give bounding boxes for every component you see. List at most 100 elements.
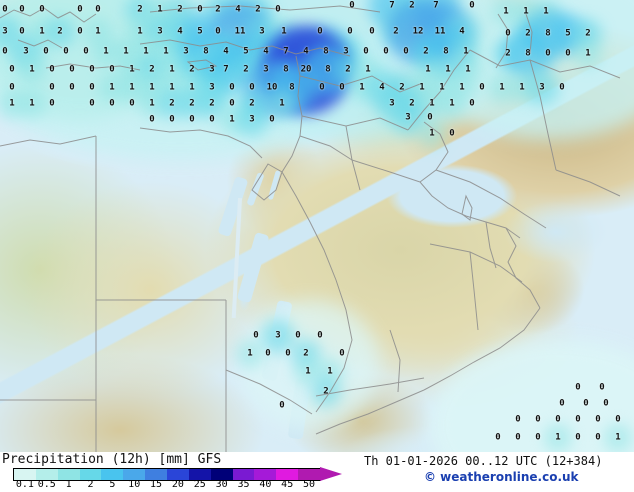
precip-value: 2 xyxy=(409,0,415,11)
scale-tick-45: 45 xyxy=(281,479,294,490)
precip-cell xyxy=(503,29,553,79)
precip-value: 1 xyxy=(229,114,235,125)
precip-value: 3 xyxy=(23,46,29,57)
precip-value: 0 xyxy=(317,330,323,341)
precip-value: 0 xyxy=(43,46,49,57)
precip-value: 2 xyxy=(149,64,155,75)
precip-value: 3 xyxy=(539,82,545,93)
scale-swatch-0.5 xyxy=(35,469,58,480)
precip-value: 1 xyxy=(123,46,129,57)
precip-value: 0 xyxy=(63,46,69,57)
precip-value: 0 xyxy=(95,4,101,15)
precip-value: 0 xyxy=(83,46,89,57)
precip-value: 0 xyxy=(515,432,521,443)
scale-tick-2: 2 xyxy=(87,479,94,490)
scale-swatch-30 xyxy=(210,469,233,480)
precip-value: 1 xyxy=(109,82,115,93)
precip-value: 4 xyxy=(379,82,385,93)
precip-value: 1 xyxy=(585,48,591,59)
precip-value: 1 xyxy=(449,98,455,109)
precip-value: 1 xyxy=(29,98,35,109)
precip-value: 1 xyxy=(129,82,135,93)
precip-value: 0 xyxy=(595,414,601,425)
precip-value: 7 xyxy=(223,64,229,75)
precip-value: 0 xyxy=(275,4,281,15)
precip-cell xyxy=(525,71,559,105)
precip-value: 8 xyxy=(525,48,531,59)
precip-value: 3 xyxy=(209,82,215,93)
precip-value: 0 xyxy=(279,400,285,411)
precip-value: 1 xyxy=(281,26,287,37)
forecast-timestamp: Th 01-01-2026 00..12 UTC (12+384) xyxy=(364,454,603,468)
precip-cell xyxy=(604,424,632,452)
precip-value: 0 xyxy=(555,414,561,425)
scale-tick-0.1: 0.1 xyxy=(15,479,34,490)
precip-value: 2 xyxy=(215,4,221,15)
precip-value: 2 xyxy=(249,98,255,109)
precip-value: 0 xyxy=(363,46,369,57)
precip-value: 2 xyxy=(399,82,405,93)
precip-value: 1 xyxy=(499,82,505,93)
precip-value: 1 xyxy=(555,432,561,443)
precip-value: 3 xyxy=(275,330,281,341)
precip-value: 0 xyxy=(2,46,8,57)
precip-value: 8 xyxy=(443,46,449,57)
precip-value: 0 xyxy=(229,98,235,109)
precip-value: 3 xyxy=(389,98,395,109)
precip-value: 0 xyxy=(495,432,501,443)
precip-value: 1 xyxy=(365,64,371,75)
scale-swatch-45 xyxy=(276,469,299,480)
precip-value: 8 xyxy=(325,64,331,75)
precip-value: 3 xyxy=(343,46,349,57)
legend-bar: Precipitation (12h) [mm] GFS 0.1 0.5 1 2 5 10… xyxy=(0,452,634,490)
precip-value: 0 xyxy=(505,28,511,39)
precip-value: 1 xyxy=(523,6,529,17)
scale-swatch-5 xyxy=(101,469,124,480)
country-borders-layer xyxy=(0,5,621,452)
precip-value: 1 xyxy=(445,64,451,75)
precip-value: 0 xyxy=(109,64,115,75)
precip-value: 3 xyxy=(263,64,269,75)
precip-value: 1 xyxy=(137,26,143,37)
precip-value: 0 xyxy=(129,98,135,109)
scale-swatch-25 xyxy=(188,469,211,480)
precip-cell xyxy=(261,319,295,353)
precip-value: 0 xyxy=(249,82,255,93)
precip-value: 0 xyxy=(583,398,589,409)
precip-cell xyxy=(574,40,602,68)
precip-value: 0 xyxy=(603,398,609,409)
precip-value: 2 xyxy=(57,26,63,37)
precip-value: 0 xyxy=(89,82,95,93)
precip-value: 1 xyxy=(429,128,435,139)
precip-value: 7 xyxy=(433,0,439,11)
precip-value: 1 xyxy=(439,82,445,93)
precip-value: 1 xyxy=(425,64,431,75)
map-canvas[interactable]: 0 0 0 0 0 2 1 2 0 2 4 2 0 0 7 2 7 0 1 1 1 3 0 1 2 0 1 1 3 4 5 0 11 3 1 0 0 0 2… xyxy=(0,0,634,452)
precip-value: 0 xyxy=(535,414,541,425)
scale-swatch-35 xyxy=(232,469,255,480)
precip-value: 1 xyxy=(463,46,469,57)
precip-value: 8 xyxy=(289,82,295,93)
precip-value: 1 xyxy=(543,6,549,17)
precip-value: 0 xyxy=(215,26,221,37)
precip-value: 0 xyxy=(197,4,203,15)
precip-value: 4 xyxy=(223,46,229,57)
precip-value: 1 xyxy=(419,82,425,93)
precip-value: 0 xyxy=(319,82,325,93)
precip-value: 4 xyxy=(263,46,269,57)
precip-value: 1 xyxy=(327,366,333,377)
precip-value: 0 xyxy=(269,114,275,125)
precip-value: 0 xyxy=(109,98,115,109)
precip-value: 0 xyxy=(19,4,25,15)
scale-tick-0.5: 0.5 xyxy=(37,479,56,490)
precip-value: 0 xyxy=(615,414,621,425)
precip-value: 0 xyxy=(77,26,83,37)
precip-value: 12 xyxy=(412,26,424,37)
precip-cell xyxy=(235,103,269,137)
scale-tick-15: 15 xyxy=(150,479,163,490)
precip-value: 1 xyxy=(305,366,311,377)
precip-value: 2 xyxy=(137,4,143,15)
precip-value: 0 xyxy=(427,112,433,123)
precip-value: 0 xyxy=(49,82,55,93)
